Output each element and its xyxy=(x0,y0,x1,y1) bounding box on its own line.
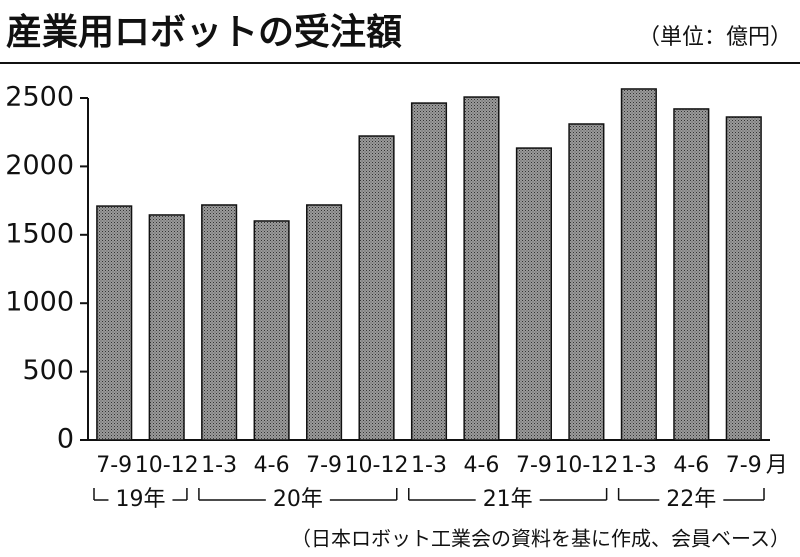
y-tick-label: 0 xyxy=(57,424,74,455)
x-tick-label: 4-6 xyxy=(254,453,290,478)
x-tick-label: 1-3 xyxy=(621,453,657,478)
x-tick-label: 1-3 xyxy=(201,453,237,478)
x-tick-label: 7-9 xyxy=(726,453,762,478)
bar xyxy=(96,205,133,441)
bar xyxy=(201,204,238,441)
bar xyxy=(568,123,605,441)
bar xyxy=(620,88,657,441)
year-label: 21年 xyxy=(483,487,533,512)
bar xyxy=(673,108,710,441)
x-tick-label: 4-6 xyxy=(673,453,709,478)
x-tick-label: 4-6 xyxy=(463,453,499,478)
bar xyxy=(463,96,500,441)
y-tick-label: 2000 xyxy=(5,150,74,181)
unit-label: （単位：億円） xyxy=(638,25,792,50)
y-tick-label: 1500 xyxy=(5,218,74,249)
x-tick-label: 10-12 xyxy=(135,453,199,478)
x-tick-label: 1-3 xyxy=(411,453,447,478)
bar xyxy=(358,135,395,441)
chart-title: 産業用ロボットの受注額 xyxy=(6,12,402,53)
bar xyxy=(306,204,343,441)
bar xyxy=(253,220,290,441)
month-unit: 月 xyxy=(766,453,788,478)
x-tick-label: 10-12 xyxy=(554,453,618,478)
x-tick-label: 7-9 xyxy=(96,453,132,478)
year-label: 22年 xyxy=(666,487,716,512)
bar xyxy=(148,214,185,441)
year-label: 19年 xyxy=(115,487,165,512)
y-tick-label: 2500 xyxy=(5,82,74,113)
y-tick-label: 1000 xyxy=(5,287,74,318)
bar xyxy=(515,147,552,441)
x-tick-label: 7-9 xyxy=(516,453,552,478)
year-label: 20年 xyxy=(273,487,323,512)
y-tick-label: 500 xyxy=(22,355,74,386)
bar xyxy=(410,102,448,441)
source-note: （日本ロボット工業会の資料を基に作成、会員ベース） xyxy=(291,527,790,551)
x-tick-label: 7-9 xyxy=(306,453,342,478)
x-tick-label: 10-12 xyxy=(345,453,409,478)
bar xyxy=(725,116,762,441)
